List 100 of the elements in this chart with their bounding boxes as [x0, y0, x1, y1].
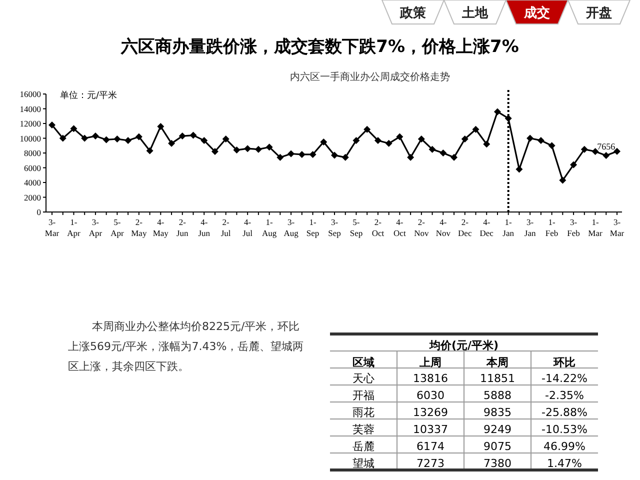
- point: [157, 122, 164, 130]
- y-tick-label: 8000: [24, 148, 41, 158]
- x-tick-label: 3-Feb: [567, 217, 580, 238]
- x-tick-label: 3-Sep: [328, 217, 341, 238]
- text: 1.47%: [547, 457, 582, 470]
- y-tick-label: 10000: [20, 133, 41, 144]
- category-label: 雨花: [352, 406, 374, 419]
- category-label: 上周: [418, 356, 442, 369]
- point: [602, 152, 610, 160]
- y-axis-title: 单位：元/平米: [60, 90, 118, 101]
- category-label: 土地: [461, 6, 489, 21]
- x-tick-label: 1-Feb: [545, 217, 558, 238]
- x-tick-label: 3-Aug: [284, 217, 300, 238]
- x-tick-label: 2-Oct: [372, 217, 385, 238]
- text: 7380: [484, 457, 512, 470]
- point: [114, 135, 121, 142]
- category-label: 望城: [352, 457, 374, 470]
- x-tick-label: 2-Nov: [414, 217, 430, 238]
- x-tick-label: 5-Sep: [350, 217, 363, 238]
- x-tick-label: 4-Jun: [198, 217, 211, 238]
- text: 13816: [413, 372, 448, 385]
- point: [352, 136, 360, 144]
- x-tick-label: 1-Sep: [306, 217, 320, 238]
- point: [450, 154, 458, 161]
- text: 6030: [416, 389, 444, 402]
- category-label: 岳麓: [352, 440, 374, 453]
- point: [526, 134, 534, 142]
- point: [396, 133, 404, 140]
- text: 均价(元/平米): [428, 339, 499, 352]
- x-tick-label: 4-Dec: [480, 217, 494, 238]
- category-label: 区域: [352, 356, 374, 369]
- text: -14.22%: [542, 372, 588, 385]
- x-tick-label: 4-Nov: [436, 217, 452, 238]
- text: 9075: [484, 440, 512, 453]
- point: [178, 132, 186, 140]
- point: [418, 135, 425, 142]
- point: [211, 148, 218, 156]
- point: [298, 150, 306, 158]
- point: [288, 150, 295, 158]
- x-tick-label: 2-Jul: [220, 217, 232, 238]
- point: [472, 126, 480, 133]
- text: 本周商业办公整体均价8225元/平米，环比上涨569元/平米，涨幅为7.43%，岳麓、望城两区上涨，其余四区下跌。: [68, 320, 304, 373]
- point: [580, 146, 588, 153]
- point: [135, 133, 142, 140]
- point: [364, 126, 371, 133]
- point: [570, 161, 578, 168]
- y-tick-label: 0: [36, 207, 41, 217]
- point: [102, 136, 110, 144]
- point: [537, 136, 544, 144]
- x-tick-label: 2-Dec: [458, 217, 472, 238]
- point: [331, 152, 338, 159]
- text: -10.53%: [542, 423, 588, 436]
- text: -25.88%: [542, 406, 588, 419]
- x-tick-label: 2-May: [131, 217, 148, 238]
- point: [254, 146, 262, 153]
- point: [59, 134, 66, 142]
- point: [81, 134, 88, 142]
- point: [70, 125, 78, 132]
- point: [614, 148, 620, 155]
- point: [168, 140, 176, 147]
- point: [592, 148, 599, 156]
- chart-title: 六区商办量跌价涨，成交套数下跌7%，价格上涨7%: [120, 37, 519, 57]
- text: 13269: [413, 406, 448, 419]
- data-label: 7656: [597, 142, 616, 152]
- point: [440, 150, 447, 156]
- point: [559, 176, 566, 184]
- point: [244, 145, 252, 152]
- y-tick-label: 12000: [20, 118, 41, 128]
- point: [146, 147, 154, 154]
- point: [200, 136, 208, 144]
- text: 6174: [416, 440, 444, 453]
- category-label: 政策: [399, 6, 427, 21]
- x-tick-label: 3-Jan: [524, 217, 536, 238]
- point: [48, 121, 56, 128]
- x-tick-label: 3-Apr: [88, 217, 102, 238]
- x-tick-label: 1-Mar: [588, 217, 603, 238]
- point: [483, 140, 490, 148]
- text: 9835: [484, 406, 512, 419]
- x-tick-label: 3-Mar: [44, 217, 60, 238]
- text: 46.99%: [544, 440, 586, 453]
- category-label: 开福: [352, 389, 374, 402]
- chart-subtitle: 内六区一手商业办公周成交价格走势: [290, 71, 450, 83]
- point: [320, 138, 328, 146]
- y-tick-label: 4000: [24, 178, 41, 188]
- category-label: 环比: [552, 356, 576, 369]
- x-tick-label: 3-Mar: [610, 217, 624, 238]
- point: [190, 132, 197, 139]
- x-tick-label: 4-May: [152, 217, 170, 238]
- point: [276, 154, 284, 161]
- point: [309, 150, 316, 158]
- y-tick-label: 16000: [20, 89, 41, 99]
- x-tick-label: 4-Jul: [242, 217, 254, 238]
- point: [428, 146, 436, 153]
- y-tick-label: 2000: [24, 192, 41, 202]
- x-tick-label: 1-Aug: [262, 217, 278, 238]
- text: -2.35%: [545, 389, 584, 402]
- point: [222, 135, 230, 142]
- category-label: 开盘: [585, 6, 612, 21]
- category-label: 本周: [486, 356, 508, 369]
- point: [407, 154, 414, 161]
